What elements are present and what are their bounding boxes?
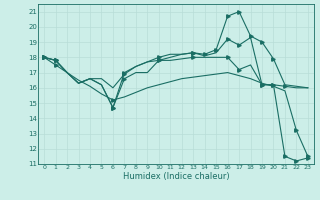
X-axis label: Humidex (Indice chaleur): Humidex (Indice chaleur) xyxy=(123,172,229,181)
